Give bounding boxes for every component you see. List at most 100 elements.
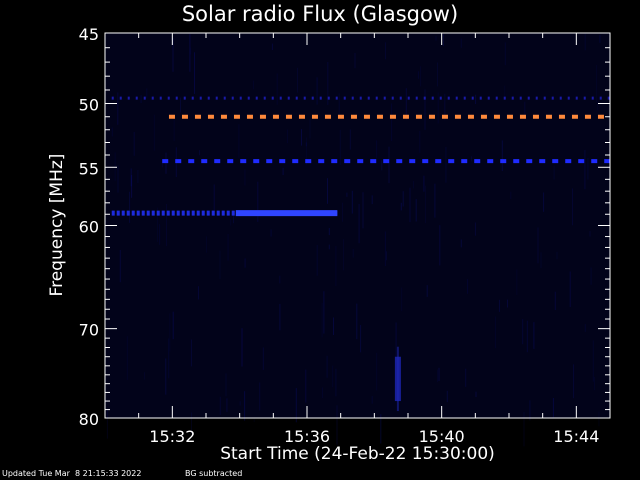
noise-streak bbox=[140, 95, 142, 103]
noise-streak bbox=[335, 246, 337, 286]
noise-streak bbox=[388, 146, 390, 184]
noise-streak bbox=[286, 129, 288, 144]
noise-streak bbox=[271, 43, 273, 50]
noise-streak bbox=[360, 325, 362, 353]
noise-streak bbox=[241, 328, 243, 367]
noise-streak bbox=[420, 66, 422, 87]
noise-streak bbox=[270, 229, 272, 237]
noise-streak bbox=[384, 231, 386, 266]
noise-streak bbox=[321, 302, 323, 338]
noise-streak bbox=[316, 244, 318, 276]
noise-streak bbox=[230, 218, 232, 226]
noise-streak bbox=[439, 225, 441, 266]
x-axis-ticks: 15:32 15:36 15:40 15:44 bbox=[138, 33, 599, 446]
noise-streak bbox=[131, 175, 133, 198]
noise-streak bbox=[238, 124, 240, 158]
noise-streak bbox=[446, 390, 448, 403]
noise-streak bbox=[475, 391, 477, 397]
noise-streak bbox=[336, 405, 338, 445]
noise-streak bbox=[597, 101, 599, 111]
noise-streak bbox=[572, 188, 573, 226]
noise-streak bbox=[552, 398, 554, 418]
noise-streak bbox=[213, 184, 215, 216]
noise-streak bbox=[227, 233, 229, 261]
noise-streak bbox=[507, 299, 508, 308]
noise-streak bbox=[239, 401, 241, 406]
noise-streak bbox=[165, 358, 167, 395]
noise-streak bbox=[259, 382, 261, 411]
y-tick-label: 60 bbox=[79, 218, 99, 237]
noise-streak bbox=[153, 114, 155, 151]
noise-streak bbox=[438, 367, 440, 381]
noise-streak bbox=[354, 53, 356, 69]
noise-streak bbox=[401, 287, 403, 312]
noise-streak bbox=[409, 187, 411, 223]
noise-streak bbox=[533, 322, 535, 349]
noise-streak bbox=[190, 339, 192, 367]
noise-streak bbox=[165, 152, 167, 174]
noise-streak bbox=[219, 250, 221, 280]
noise-streak bbox=[130, 168, 132, 187]
noise-streak bbox=[305, 369, 307, 403]
noise-streak bbox=[262, 347, 264, 370]
chart-title: Solar radio Flux (Glasgow) bbox=[181, 2, 459, 26]
noise-streak bbox=[194, 52, 195, 94]
noise-streak bbox=[343, 239, 344, 271]
noise-streak bbox=[338, 93, 340, 117]
noise-streak bbox=[199, 150, 201, 156]
noise-streak bbox=[371, 396, 373, 404]
noise-streak bbox=[144, 372, 145, 380]
noise-streak bbox=[540, 252, 542, 268]
noise-streak bbox=[129, 191, 131, 223]
noise-streak bbox=[554, 291, 556, 310]
noise-streak bbox=[395, 322, 397, 363]
noise-streak bbox=[253, 417, 255, 423]
noise-streak bbox=[381, 160, 383, 171]
noise-streak bbox=[279, 303, 281, 331]
x-tick-label: 15:32 bbox=[149, 427, 195, 446]
noise-streak bbox=[589, 231, 591, 237]
y-tick-label: 55 bbox=[79, 159, 99, 178]
spectral-features bbox=[111, 96, 610, 412]
noise-streak bbox=[592, 340, 594, 382]
noise-streak bbox=[599, 35, 601, 43]
noise-streak bbox=[442, 34, 444, 47]
noise-streak bbox=[328, 228, 330, 236]
noise-streak bbox=[376, 140, 378, 159]
noise-streak bbox=[282, 167, 284, 175]
noise-streak bbox=[444, 93, 446, 121]
noise-streak bbox=[191, 412, 192, 435]
noise-streak bbox=[376, 352, 378, 391]
noise-streak bbox=[105, 220, 107, 243]
y-tick-label: 50 bbox=[79, 96, 99, 115]
noise-streak bbox=[117, 92, 119, 125]
noise-streak bbox=[584, 324, 586, 332]
noise-streak bbox=[276, 73, 278, 105]
noise-streak bbox=[219, 396, 221, 416]
noise-streak bbox=[460, 239, 462, 248]
noise-streak bbox=[252, 80, 254, 90]
bg-subtracted-note: BG subtracted bbox=[185, 469, 243, 478]
noise-streak bbox=[391, 103, 393, 142]
noise-streak bbox=[133, 131, 135, 156]
noise-streak bbox=[332, 365, 334, 388]
noise-streak bbox=[159, 224, 161, 245]
noise-streak bbox=[226, 398, 228, 412]
noise-streak bbox=[111, 127, 113, 137]
noise-streak bbox=[596, 64, 598, 102]
noise-streak bbox=[161, 159, 163, 168]
noise-streak bbox=[172, 37, 174, 72]
noise-streak bbox=[279, 275, 281, 284]
x-tick-label: 15:44 bbox=[553, 427, 599, 446]
noise-streak bbox=[180, 97, 181, 113]
noise-streak bbox=[465, 368, 467, 387]
noise-streak bbox=[335, 368, 337, 397]
noise-streak bbox=[257, 181, 259, 222]
noise-streak bbox=[510, 191, 512, 200]
noise-streak bbox=[400, 202, 402, 211]
noise-streak bbox=[405, 88, 407, 120]
noise-streak bbox=[197, 286, 199, 300]
noise-streak bbox=[417, 71, 419, 79]
